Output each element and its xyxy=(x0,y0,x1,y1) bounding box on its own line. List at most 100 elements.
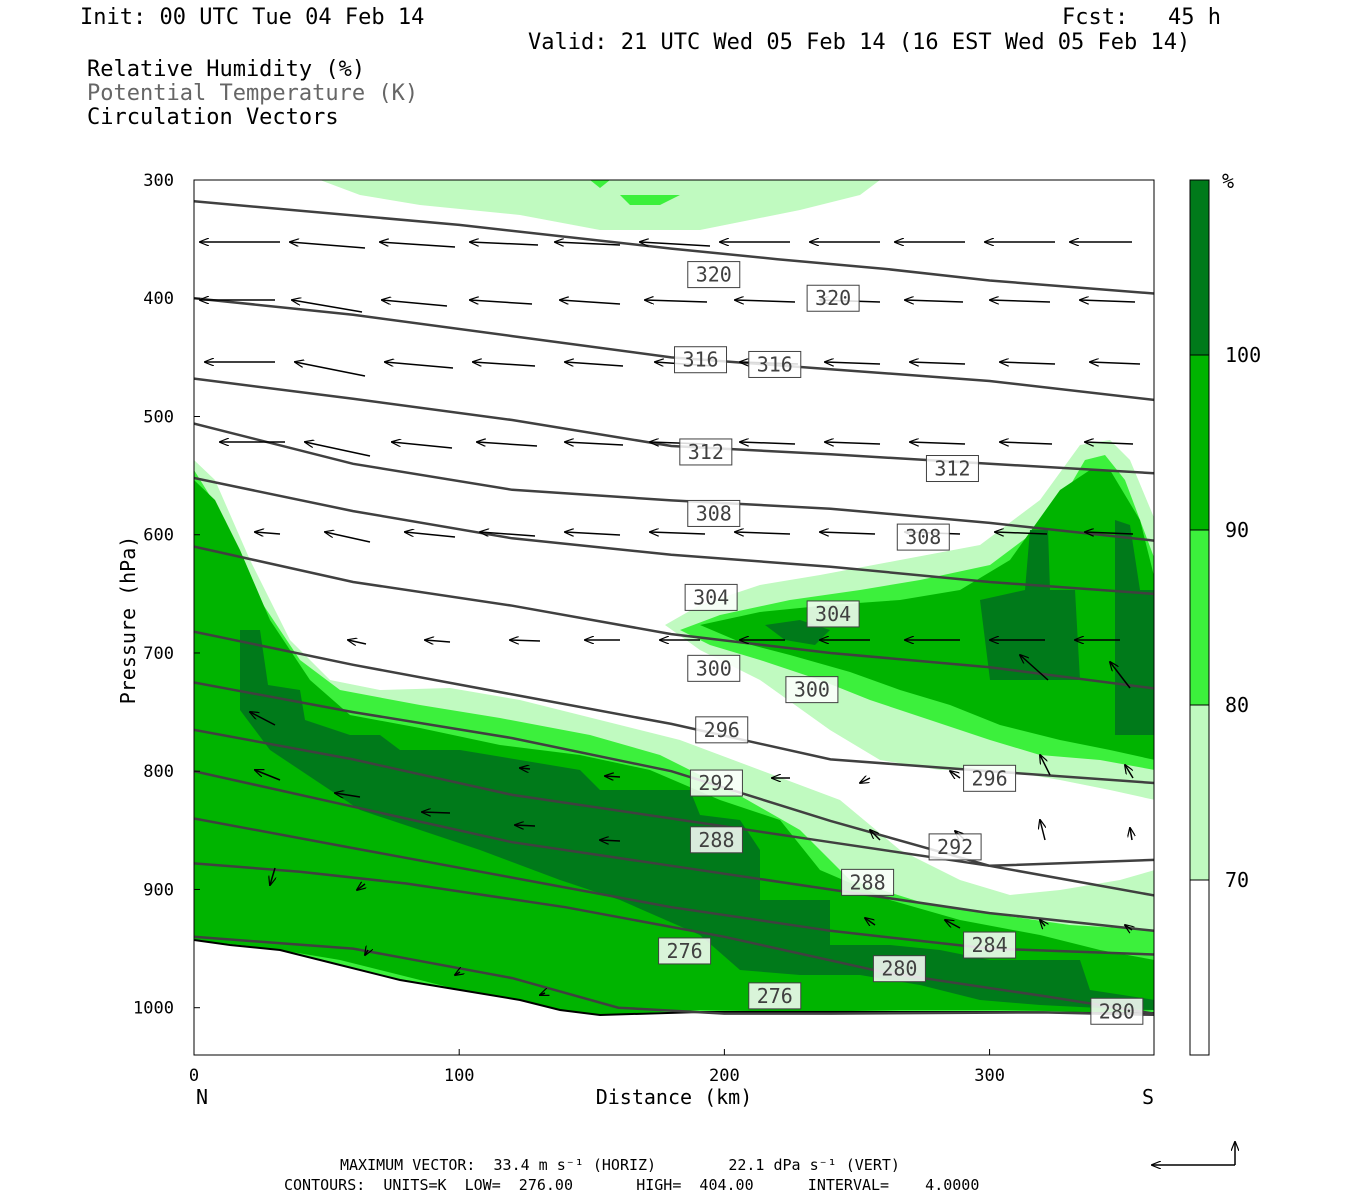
circulation-vector xyxy=(735,532,791,534)
circulation-vector xyxy=(455,972,460,975)
theta-contour-line xyxy=(194,422,1154,542)
rh-70-region-upper xyxy=(320,180,880,230)
contour-label: 296 xyxy=(695,716,749,744)
circulation-vector xyxy=(820,532,876,534)
svg-text:292: 292 xyxy=(698,771,734,795)
rh-100-region-mid xyxy=(765,520,1154,735)
circulation-vector xyxy=(292,300,363,313)
contour-label: 276 xyxy=(748,982,802,1010)
y-tick-label: 300 xyxy=(143,171,174,191)
contour-info: CONTOURS: UNITS=K LOW= 276.00 HIGH= 404.… xyxy=(284,1176,980,1194)
colorbar-label: 100 xyxy=(1225,343,1261,367)
contour-label: 300 xyxy=(687,654,741,682)
field-rh: Relative Humidity (%) xyxy=(87,57,366,82)
circulation-vector xyxy=(380,242,456,248)
x-tick-label: 100 xyxy=(444,1066,475,1086)
theta-contour-line xyxy=(194,728,1154,897)
colorbar-label: 70 xyxy=(1225,868,1249,892)
circulation-vector xyxy=(1085,442,1134,444)
circulation-vector xyxy=(555,242,621,245)
theta-contour-line xyxy=(194,545,1154,690)
circulation-vector xyxy=(405,532,456,538)
circulation-vector xyxy=(1125,765,1134,779)
circulation-vector xyxy=(825,362,881,364)
svg-text:312: 312 xyxy=(934,457,970,481)
contour-label: 288 xyxy=(689,826,743,854)
circulation-vector xyxy=(1020,655,1049,681)
svg-text:308: 308 xyxy=(696,501,732,525)
circulation-vector xyxy=(1125,925,1132,930)
svg-text:276: 276 xyxy=(757,984,793,1008)
colorbar-swatch xyxy=(1189,704,1210,881)
colorbar-swatch xyxy=(1189,354,1210,531)
circulation-vector xyxy=(1000,362,1056,364)
plot-frame xyxy=(193,179,1155,1056)
theta-contour-line xyxy=(194,200,1154,295)
circulation-vector xyxy=(905,300,964,302)
circulation-vector xyxy=(735,300,796,302)
circulation-vector xyxy=(910,442,966,444)
circulation-vector xyxy=(1085,532,1134,534)
colorbar-label: 80 xyxy=(1225,693,1249,717)
svg-text:320: 320 xyxy=(815,286,851,310)
y-tick-label: 500 xyxy=(143,407,174,427)
contour-label: 292 xyxy=(928,833,982,861)
circulation-vector xyxy=(540,993,545,995)
circulation-vector xyxy=(1000,442,1053,444)
svg-text:280: 280 xyxy=(1099,999,1135,1023)
circulation-vector xyxy=(950,771,961,778)
y-tick-label: 800 xyxy=(143,762,174,782)
contour-label: 276 xyxy=(658,937,712,965)
circulation-vector xyxy=(740,442,796,444)
y-tick-label: 700 xyxy=(143,644,174,664)
circulation-vector xyxy=(385,362,454,369)
circulation-vector xyxy=(255,532,281,534)
theta-contour-line xyxy=(194,769,1154,933)
circulation-vector xyxy=(605,776,621,777)
contour-labels: 320 320 316 316 312 312 308 308 304 304 300 300 296 2… xyxy=(658,261,1144,1025)
contour-label: 300 xyxy=(785,676,839,704)
circulation-vector xyxy=(1090,362,1141,364)
colorbar-swatch xyxy=(1189,879,1210,1056)
circulation-vector xyxy=(990,300,1051,302)
contour-label: 316 xyxy=(748,350,802,378)
y-axis: 300 400 500 600 700 800 900 1000 xyxy=(133,171,200,1019)
contour-label: 280 xyxy=(872,955,926,983)
forecast-hour: Fcst: 45 h xyxy=(1062,5,1221,30)
x-tick-label: 200 xyxy=(709,1066,740,1086)
svg-text:320: 320 xyxy=(696,263,732,287)
circulation-vector xyxy=(645,300,708,302)
circulation-vector xyxy=(565,362,624,367)
circulation-vector xyxy=(910,362,966,364)
colorbar-label: 90 xyxy=(1225,518,1249,542)
contour-label: 304 xyxy=(806,600,860,628)
svg-text:288: 288 xyxy=(850,870,886,894)
contour-label: 292 xyxy=(689,769,743,797)
contour-label: 308 xyxy=(687,499,741,527)
rh-100-region xyxy=(240,630,1154,1010)
circulation-vector xyxy=(515,825,536,826)
y-tick-label: 600 xyxy=(143,526,174,546)
circulation-vector xyxy=(335,793,361,797)
circulation-vector xyxy=(250,712,276,726)
field-theta: Potential Temperature (K) xyxy=(87,81,419,106)
circulation-vector xyxy=(640,242,711,247)
svg-text:312: 312 xyxy=(688,440,724,464)
svg-text:316: 316 xyxy=(682,348,718,372)
svg-text:288: 288 xyxy=(698,828,734,852)
svg-text:304: 304 xyxy=(815,602,851,626)
circulation-vector xyxy=(357,884,365,890)
svg-text:296: 296 xyxy=(704,718,740,742)
circulation-vector xyxy=(480,532,536,537)
circulation-vector xyxy=(995,532,1048,534)
y-tick-label: 1000 xyxy=(133,999,174,1019)
circulation-vector xyxy=(305,442,371,457)
x-left-end-label: N xyxy=(196,1085,208,1109)
colorbar-swatch xyxy=(1189,179,1210,356)
svg-text:316: 316 xyxy=(757,352,793,376)
svg-text:308: 308 xyxy=(905,525,941,549)
theta-contour-line xyxy=(194,296,1154,402)
circulation-vector xyxy=(520,768,531,769)
circulation-vector xyxy=(425,640,451,642)
